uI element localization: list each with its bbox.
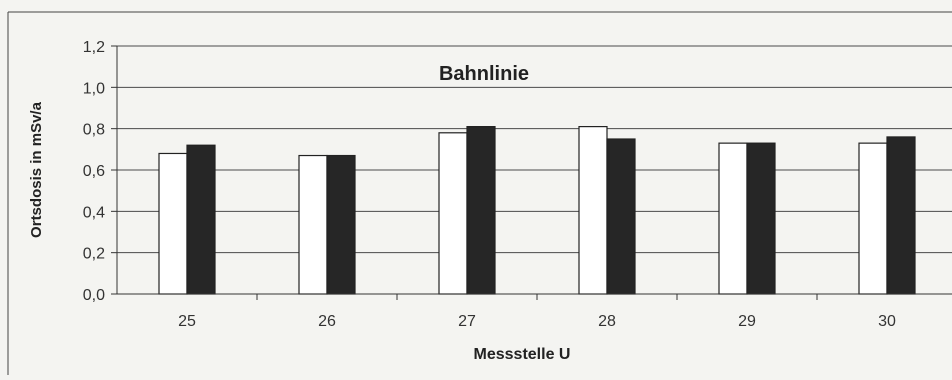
x-tick-label: 26: [318, 313, 336, 330]
y-tick-label: 0,6: [83, 163, 105, 180]
y-tick-label: 0,4: [83, 204, 105, 221]
bar: [186, 144, 216, 295]
bar: [858, 142, 888, 295]
y-tick-label: 0,0: [83, 287, 105, 304]
bar: [718, 142, 748, 295]
x-tick-label: 28: [598, 313, 616, 330]
bar: [158, 152, 188, 295]
bar: [746, 142, 776, 295]
y-tick-label: 1,2: [83, 39, 105, 56]
y-tick-label: 0,2: [83, 246, 105, 263]
y-tick-label: 1,0: [83, 80, 105, 97]
bar: [298, 154, 328, 295]
bar: [438, 132, 468, 295]
bar: [466, 125, 496, 295]
x-tick-label: 25: [178, 313, 196, 330]
x-tick-label: 30: [878, 313, 896, 330]
chart-title: Bahnlinie: [439, 63, 529, 85]
tick-labels: 0,0 0,2 0,4 0,6 0,8 1,0 1,2 25 26 27 28 29 30: [83, 39, 896, 330]
bar: [578, 125, 608, 295]
x-axis-label: Messstelle U: [474, 346, 571, 363]
bar: [326, 154, 356, 295]
y-tick-label: 0,8: [83, 122, 105, 139]
bars: [158, 125, 916, 295]
bar: [886, 136, 916, 295]
axes: [111, 45, 952, 300]
gridlines: [117, 45, 952, 254]
bar: [606, 138, 636, 295]
x-tick-label: 27: [458, 313, 476, 330]
y-axis-label: Ortsdosis in mSv/a: [28, 101, 45, 238]
x-tick-label: 29: [738, 313, 756, 330]
